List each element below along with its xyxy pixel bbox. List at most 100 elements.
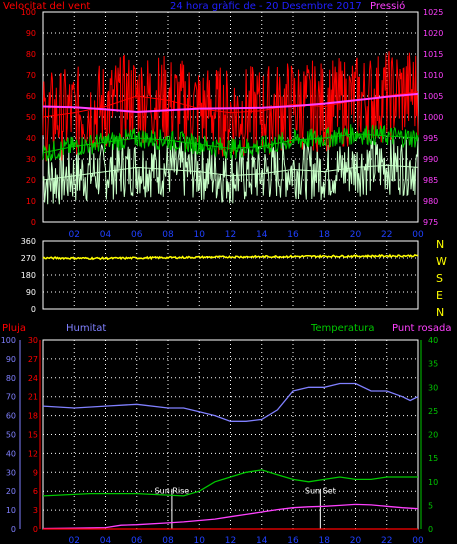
- climate-xtick-08: 08: [162, 536, 174, 544]
- pressure-line: [42, 92, 419, 114]
- temperature-ytick-15: 15: [428, 454, 438, 463]
- pressure-ytick-975: 975: [423, 218, 438, 227]
- humidity-ytick-80: 80: [6, 374, 16, 383]
- climate-xtick-12: 12: [225, 536, 236, 544]
- pressure-ytick-1005: 1005: [423, 92, 443, 101]
- temperature-ytick-30: 30: [428, 383, 438, 392]
- temperature-ytick-20: 20: [428, 431, 438, 440]
- humidity-ytick-40: 40: [6, 449, 16, 458]
- climate-xtick-04: 04: [100, 536, 112, 544]
- wind-ytick-70: 70: [26, 71, 36, 80]
- humidity-ytick-0: 0: [11, 525, 16, 534]
- legend-temperature: Temperatura: [310, 323, 375, 334]
- legend-rain: Pluja: [2, 323, 26, 334]
- compass-2: S: [436, 272, 443, 285]
- climate-x-axis-ticks: 02 04 06 08 10 12 14 16 18 20 22 00: [69, 536, 424, 544]
- chart-title: 24 hora gràfic de - 20 Desembre 2017: [170, 0, 362, 12]
- wind-ytick-20: 20: [26, 176, 36, 185]
- temperature-line: [42, 469, 418, 497]
- humidity-ytick-50: 50: [6, 431, 16, 440]
- dir-ytick-90: 90: [26, 288, 36, 297]
- temperature-ytick-40: 40: [428, 336, 438, 345]
- pressure-ytick-995: 995: [423, 134, 438, 143]
- wind-ytick-30: 30: [26, 155, 36, 164]
- climate-xtick-16: 16: [287, 536, 299, 544]
- humidity-ytick-10: 10: [6, 506, 16, 515]
- wind-average-line: [42, 133, 419, 154]
- pressure-ytick-1020: 1020: [423, 29, 443, 38]
- wind-direction-grid: [43, 241, 419, 309]
- dir-ytick-0: 0: [31, 305, 36, 314]
- rain-ytick-12: 12: [28, 449, 38, 458]
- humidity-ytick-100: 100: [1, 336, 16, 345]
- temperature-ytick-25: 25: [428, 407, 438, 416]
- pressure-ytick-1025: 1025: [423, 8, 443, 17]
- wind-ytick-10: 10: [26, 197, 36, 206]
- wind-ytick-90: 90: [26, 29, 36, 38]
- wind-ytick-50: 50: [26, 113, 36, 122]
- climate-xtick-06: 06: [131, 536, 143, 544]
- wind-direction-series: [42, 253, 419, 261]
- wind-ytick-0: 0: [31, 218, 36, 227]
- climate-xtick-20: 20: [350, 536, 362, 544]
- rain-axis-ticks: 0 3 6 9 12 15 18 21 24 27 30: [28, 336, 41, 534]
- rain-ytick-21: 21: [28, 393, 38, 402]
- dew-point-line: [42, 503, 419, 530]
- rain-ytick-18: 18: [28, 412, 38, 421]
- humidity-line: [42, 382, 419, 422]
- rain-ytick-9: 9: [33, 468, 38, 477]
- dir-ytick-360: 360: [21, 237, 36, 246]
- wind-xtick-12: 12: [225, 230, 236, 240]
- rain-ytick-27: 27: [28, 355, 38, 364]
- wind-gust-noise: [42, 51, 419, 162]
- rain-ytick-3: 3: [33, 506, 38, 515]
- pressure-ytick-1015: 1015: [423, 50, 443, 59]
- humidity-ytick-70: 70: [6, 393, 16, 402]
- temperature-ytick-0: 0: [428, 525, 433, 534]
- temperature-ytick-10: 10: [428, 478, 438, 487]
- wind-xtick-00: 00: [412, 230, 424, 240]
- humidity-ytick-30: 30: [6, 468, 16, 477]
- pressure-axis-ticks: 975 980 985 990 995 1000 1005 1010 1015 1020 1025: [423, 8, 443, 227]
- sun-set-label: Sun Set: [305, 487, 336, 496]
- wind-xtick-08: 08: [162, 230, 174, 240]
- sun-rise-label: Sun Rise: [155, 487, 190, 496]
- wind-ytick-100: 100: [21, 8, 36, 17]
- rain-ytick-6: 6: [33, 487, 38, 496]
- dir-ytick-270: 270: [21, 254, 36, 263]
- dir-ytick-180: 180: [21, 271, 36, 280]
- rain-ytick-0: 0: [33, 525, 38, 534]
- wind-ytick-40: 40: [26, 134, 36, 143]
- wind-direction-axis-ticks: 0 90 180 270 360: [21, 237, 36, 314]
- rain-ytick-24: 24: [28, 374, 38, 383]
- wind-ytick-60: 60: [26, 92, 36, 101]
- legend-dew-point: Punt rosada: [392, 323, 451, 334]
- rain-ytick-30: 30: [28, 336, 38, 345]
- humidity-ytick-20: 20: [6, 487, 16, 496]
- wind-xtick-22: 22: [381, 230, 392, 240]
- wind-xtick-18: 18: [319, 230, 331, 240]
- humidity-ytick-90: 90: [6, 355, 16, 364]
- wind-xtick-06: 06: [131, 230, 143, 240]
- wind-speed-noise: [42, 137, 419, 205]
- wind-xtick-14: 14: [256, 230, 268, 240]
- wind-xtick-02: 02: [69, 230, 80, 240]
- compass-3: E: [436, 289, 443, 302]
- compass-1: W: [436, 255, 447, 268]
- climate-xtick-22: 22: [381, 536, 392, 544]
- pressure-ytick-1010: 1010: [423, 71, 443, 80]
- wind-pressure-series: [42, 91, 419, 181]
- rain-ytick-15: 15: [28, 431, 38, 440]
- wind-speed-line: [42, 164, 419, 181]
- wind-xtick-04: 04: [100, 230, 112, 240]
- wind-x-axis-ticks: 02 04 06 08 10 12 14 16 18 20 22 00: [69, 230, 424, 240]
- pressure-axis-label: Pressió: [370, 0, 405, 12]
- compass-0: N: [436, 238, 444, 251]
- climate-xtick-02: 02: [69, 536, 80, 544]
- wind-xtick-20: 20: [350, 230, 362, 240]
- temperature-ytick-5: 5: [428, 501, 433, 510]
- temperature-ytick-35: 35: [428, 360, 438, 369]
